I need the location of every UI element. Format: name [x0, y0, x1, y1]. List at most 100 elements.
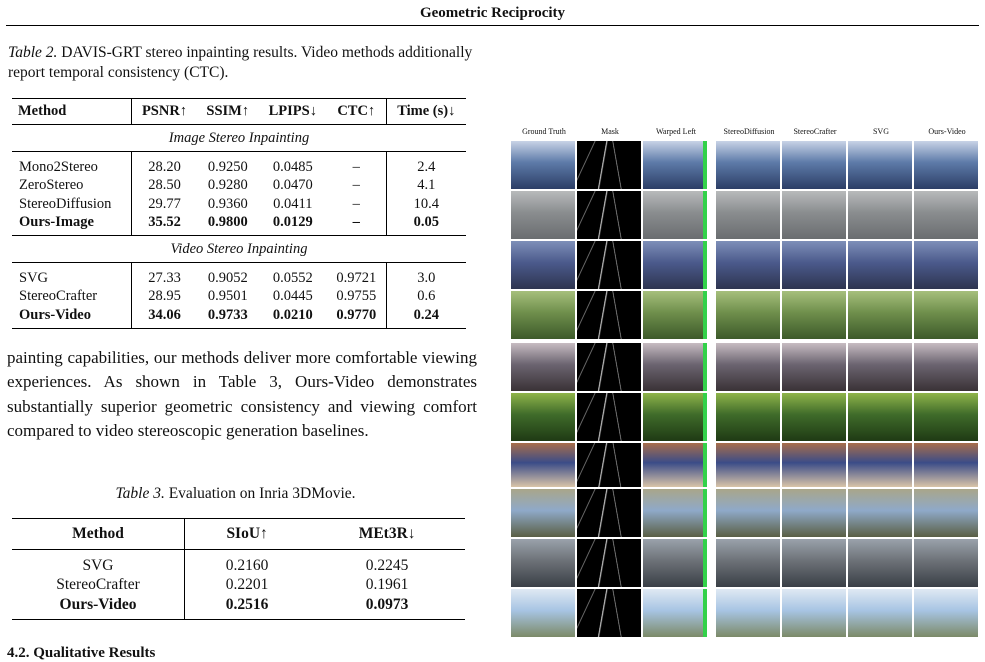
table-cell: 0.05	[386, 213, 466, 236]
result-image	[716, 291, 780, 339]
result-image	[716, 191, 780, 239]
table3-header-row: Method SIoU↑ MEt3R↓	[12, 518, 465, 550]
table-row: Ours-Video 34.06 0.9733 0.0210 0.9770 0.…	[12, 306, 466, 329]
result-image	[782, 589, 846, 637]
table2-header-cell: Method	[12, 98, 133, 125]
ground-truth-image	[511, 141, 575, 189]
result-image	[914, 191, 978, 239]
table2: Method PSNR↑ SSIM↑ LPIPS↓ CTC↑ Time (s)↓…	[12, 98, 466, 329]
result-image	[914, 443, 978, 487]
result-image	[716, 489, 780, 537]
table2-section-video: Video Stereo Inpainting	[12, 235, 466, 263]
table3-caption: Table 3. Evaluation on Inria 3DMovie.	[8, 484, 463, 504]
table-row: StereoCrafter 0.2201 0.1961	[12, 575, 465, 595]
table2-caption: Table 2. DAVIS-GRT stereo inpainting res…	[8, 43, 478, 83]
table2-header-cell: PSNR↑	[131, 98, 197, 125]
table-cell: 0.9770	[326, 306, 387, 329]
result-image	[716, 141, 780, 189]
result-image	[716, 343, 780, 391]
figure-column-header: Mask	[601, 127, 619, 136]
result-image	[914, 141, 978, 189]
warped-left-image	[643, 589, 707, 637]
table2-caption-label: Table 2.	[8, 44, 58, 61]
result-image	[782, 393, 846, 441]
table-row: SVG 0.2160 0.2245	[12, 549, 465, 576]
table-cell: 34.06	[131, 306, 197, 329]
table-cell: 4.1	[417, 177, 436, 194]
table-cell: 3.0	[417, 269, 436, 286]
mask-image	[577, 191, 641, 239]
table-row: Mono2Stereo 28.20 0.9250 0.0485 – 2.4	[12, 151, 466, 177]
table-cell: 0.9733	[196, 306, 259, 329]
table2-section-row: Video Stereo Inpainting	[12, 235, 466, 263]
result-image	[716, 241, 780, 289]
result-image	[914, 343, 978, 391]
table-cell: 0.1961	[365, 576, 409, 594]
result-image	[848, 393, 912, 441]
result-image	[914, 393, 978, 441]
table-cell: 0.0973	[309, 595, 465, 620]
mask-image	[577, 141, 641, 189]
figure-column-header: SVG	[872, 127, 889, 136]
result-image	[716, 393, 780, 441]
result-image	[782, 443, 846, 487]
table-row: StereoDiffusion 29.77 0.9360 0.0411 – 10…	[12, 195, 466, 214]
table2-caption-text: DAVIS-GRT stereo inpainting results. Vid…	[8, 44, 473, 81]
table-cell: StereoCrafter	[12, 575, 185, 595]
figure-column-header: Warped Left	[656, 127, 696, 136]
result-image	[848, 291, 912, 339]
table-cell: 0.9360	[207, 195, 248, 212]
table-cell: 28.20	[148, 158, 181, 175]
ground-truth-image	[511, 589, 575, 637]
ground-truth-image	[511, 191, 575, 239]
table-cell: Ours-Image	[12, 213, 133, 236]
table-row: Ours-Image 35.52 0.9800 0.0129 – 0.05	[12, 213, 466, 236]
table-cell: SVG	[12, 549, 185, 576]
result-image	[848, 539, 912, 587]
table-cell: 0.9501	[207, 288, 248, 305]
mask-image	[577, 589, 641, 637]
result-image	[782, 191, 846, 239]
table-cell: 0.0129	[258, 213, 327, 236]
table-cell: 0.0552	[272, 269, 313, 286]
warped-left-image	[643, 191, 707, 239]
table-cell: 28.50	[148, 177, 181, 194]
mask-image	[577, 489, 641, 537]
table-cell: 0.9721	[326, 262, 387, 288]
table3-caption-text: Evaluation on Inria 3DMovie.	[164, 485, 356, 502]
table-row: Ours-Video 0.2516 0.0973	[12, 595, 465, 620]
table3-header-cell: Method	[12, 518, 185, 550]
warped-left-image	[643, 393, 707, 441]
result-image	[848, 141, 912, 189]
result-image	[914, 589, 978, 637]
table-cell: 0.0485	[272, 158, 313, 175]
warped-left-image	[643, 343, 707, 391]
result-image	[716, 589, 780, 637]
ground-truth-image	[511, 343, 575, 391]
result-image	[782, 489, 846, 537]
table-cell: Ours-Video	[12, 306, 133, 329]
table-cell: 0.0411	[273, 195, 313, 212]
mask-image	[577, 539, 641, 587]
table-cell: 0.9250	[207, 158, 248, 175]
table-cell: 0.0210	[258, 306, 327, 329]
table2-section-image: Image Stereo Inpainting	[12, 124, 466, 152]
warped-left-image	[643, 489, 707, 537]
warped-left-image	[643, 241, 707, 289]
table-cell: SVG	[12, 262, 133, 288]
result-image	[848, 241, 912, 289]
ground-truth-image	[511, 241, 575, 289]
table-cell: –	[326, 151, 387, 177]
result-image	[782, 539, 846, 587]
figure-column-header: StereoDiffusion	[723, 127, 775, 136]
ground-truth-image	[511, 393, 575, 441]
table-cell: Mono2Stereo	[12, 151, 133, 177]
result-image	[848, 191, 912, 239]
page-header-title: Geometric Reciprocity	[419, 5, 566, 21]
mask-image	[577, 291, 641, 339]
table-cell: 0.2160	[225, 556, 269, 574]
ground-truth-image	[511, 291, 575, 339]
table-cell: –	[326, 195, 387, 214]
table-cell: 0.2245	[365, 556, 409, 574]
result-image	[848, 343, 912, 391]
